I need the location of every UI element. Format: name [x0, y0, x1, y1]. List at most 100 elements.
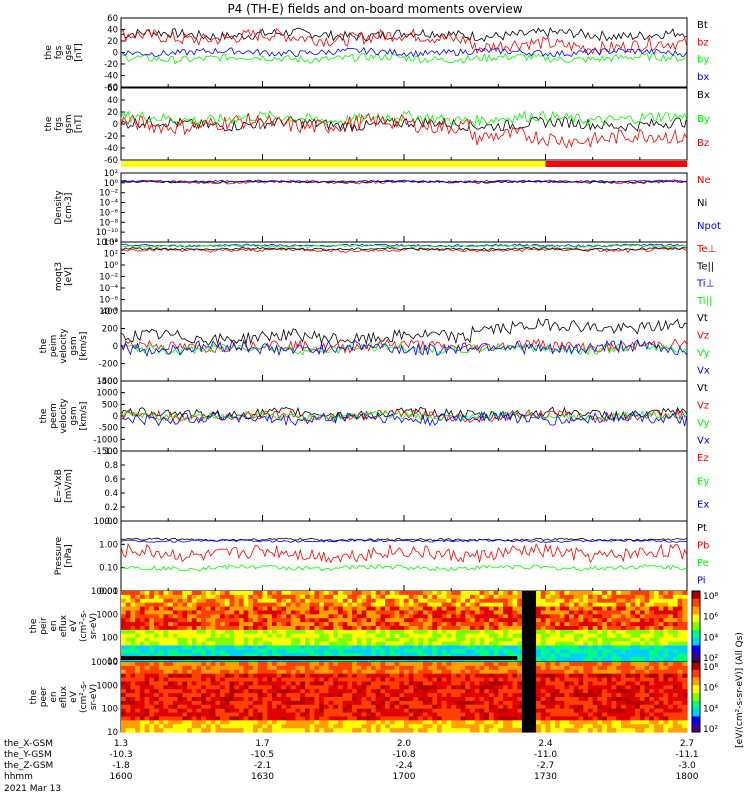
heatmap-cell: [205, 633, 212, 639]
heatmap-cell: [220, 716, 226, 721]
heatmap-cell: [121, 677, 127, 683]
heatmap-cell: [210, 677, 216, 683]
heatmap-cell: [498, 693, 504, 698]
heatmap-cell: [526, 641, 532, 647]
heatmap-cell: [224, 633, 231, 639]
heatmap-cell: [578, 618, 584, 623]
legend-pe: Pe: [697, 558, 709, 569]
heatmap-cell: [243, 708, 249, 714]
heatmap-cell: [304, 645, 311, 650]
heatmap-cell: [465, 629, 471, 635]
heatmap-cell: [531, 629, 537, 635]
legend-ex: Ex: [697, 500, 709, 511]
heatmap-cell: [663, 693, 669, 698]
heatmap-cell: [512, 712, 518, 718]
heatmap-cell: [446, 697, 452, 702]
series-line-te: [120, 247, 688, 253]
heatmap-cell: [432, 677, 438, 683]
heatmap-cell: [616, 708, 622, 714]
heatmap-cell: [668, 662, 674, 667]
heatmap-cell: [205, 689, 212, 694]
heatmap-cell: [271, 606, 278, 612]
heatmap-cell: [319, 641, 325, 647]
heatmap-cell: [149, 669, 155, 675]
heatmap-cell: [521, 704, 528, 710]
heatmap-cell: [215, 720, 221, 725]
heatmap-cell: [366, 697, 372, 702]
heatmap-cell: [375, 606, 382, 612]
heatmap-cell: [139, 610, 146, 615]
heatmap-cell: [139, 689, 146, 694]
heatmap-cell: [536, 669, 542, 675]
heatmap-cell: [408, 704, 415, 710]
heatmap-cell: [672, 626, 679, 631]
heatmap-cell: [262, 591, 268, 596]
heatmap-cell: [460, 708, 466, 714]
heatmap-cell: [121, 665, 127, 671]
heatmap-cell: [149, 693, 155, 698]
heatmap-cell: [290, 697, 297, 702]
heatmap-cell: [526, 708, 532, 714]
heatmap-cell: [168, 704, 174, 710]
heatmap-cell: [149, 716, 155, 721]
y-axis-label: the peir en eflux eV (cm²-s-sr-eV): [29, 610, 99, 642]
heatmap-cell: [154, 662, 160, 667]
heatmap-cell: [370, 716, 377, 721]
heatmap-cell: [121, 697, 127, 702]
heatmap-cell: [281, 618, 287, 623]
heatmap-cell: [606, 618, 613, 623]
heatmap-cell: [337, 677, 344, 683]
heatmap-cell: [474, 720, 481, 725]
heatmap-cell: [545, 633, 551, 639]
heatmap-cell: [389, 685, 396, 690]
heatmap-cell: [220, 720, 226, 725]
heatmap-cell: [470, 681, 476, 686]
heatmap-cell: [498, 681, 504, 686]
heatmap-cell: [220, 622, 226, 627]
heatmap-cell: [616, 645, 622, 650]
heatmap-cell: [602, 685, 608, 690]
heatmap-cell: [479, 610, 485, 615]
heatmap-cell: [644, 697, 650, 702]
y-tick-label: 1000: [96, 389, 118, 399]
heatmap-cell: [484, 629, 490, 635]
heatmap-cell: [144, 633, 150, 639]
heatmap-cell: [323, 685, 330, 690]
heatmap-cell: [682, 716, 688, 721]
heatmap-cell: [583, 700, 589, 706]
heatmap-cell: [592, 693, 598, 698]
heatmap-cell: [451, 606, 457, 612]
heatmap-cell: [422, 673, 429, 679]
heatmap-cell: [663, 665, 669, 671]
heatmap-cell: [394, 677, 400, 683]
heatmap-cell: [554, 665, 561, 671]
heatmap-cell: [276, 712, 282, 718]
y-label-line: [eV]: [64, 267, 74, 286]
heatmap-cell: [437, 598, 443, 604]
heatmap-cell: [168, 653, 174, 658]
heatmap-cell: [276, 637, 282, 643]
heatmap-cell: [649, 681, 655, 686]
heatmap-cell: [121, 673, 127, 679]
heatmap-cell: [352, 689, 358, 694]
heatmap-cell: [337, 669, 344, 675]
heatmap-cell: [399, 602, 405, 608]
heatmap-cell: [262, 689, 268, 694]
heatmap-cell: [248, 700, 254, 706]
heatmap-cell: [187, 712, 193, 718]
heatmap-cell: [531, 700, 537, 706]
heatmap-cell: [441, 724, 448, 729]
heatmap-cell: [295, 716, 301, 721]
y-tick-label: 10⁰: [104, 179, 119, 189]
heatmap-cell: [441, 606, 448, 612]
heatmap-cell: [437, 728, 443, 733]
colorbar-segment: [692, 598, 700, 608]
heatmap-cell: [385, 598, 391, 604]
heatmap-cell: [366, 641, 372, 647]
heatmap-cell: [503, 728, 509, 733]
heatmap-cell: [154, 708, 160, 714]
series-line-bz: [120, 27, 688, 56]
heatmap-cell: [158, 685, 165, 690]
heatmap-cell: [616, 681, 622, 686]
heatmap-cell: [441, 653, 448, 658]
